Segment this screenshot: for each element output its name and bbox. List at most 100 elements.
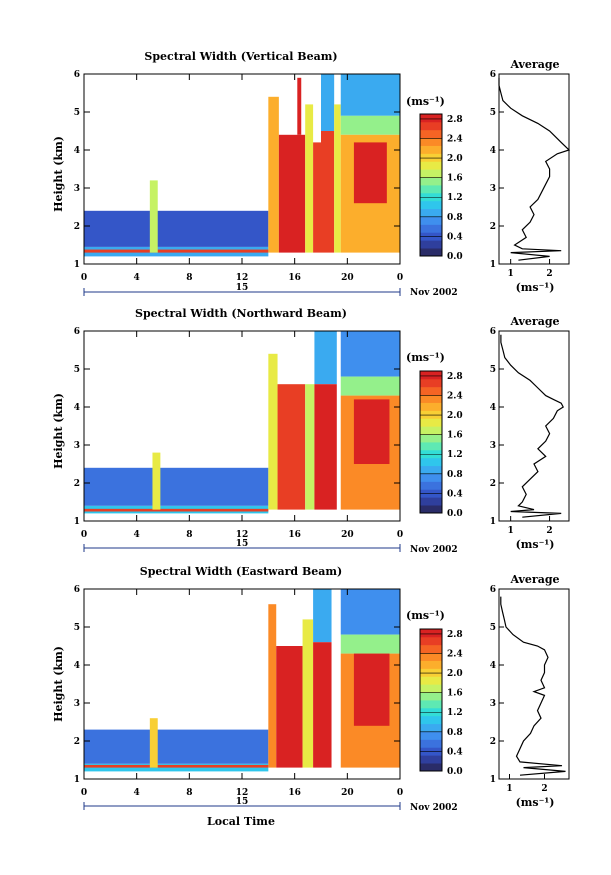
y-ticks: 1 2 3 4 5 6: [74, 585, 400, 785]
colorbar-segment: [420, 755, 442, 764]
colorbar-tick-label: 1.6: [447, 174, 463, 184]
colorbar-segment: [420, 410, 442, 419]
panel-title: Spectral Width (Eastward Beam): [140, 565, 342, 578]
colorbar-segment: [420, 402, 442, 411]
heat-cell: [268, 604, 277, 768]
x-axis-label: Local Time: [207, 815, 275, 828]
colorbar-tick-label: 0.0: [447, 767, 463, 777]
y-tick-label: 1: [74, 517, 80, 527]
colorbar-segment: [420, 481, 442, 490]
colorbar-tick-label: 0.4: [447, 232, 463, 242]
colorbar-segment: [420, 208, 442, 217]
average-x-tick-label: 1: [508, 269, 514, 279]
colorbar-segment: [420, 660, 442, 669]
average-y-tick-label: 6: [490, 327, 496, 337]
colorbar-tick-label: 0.0: [447, 252, 463, 262]
colorbar-segment: [420, 668, 442, 677]
colorbar-tick-label: 2.8: [447, 115, 463, 125]
heat-cell: [340, 589, 400, 635]
y-tick-label: 5: [74, 108, 80, 118]
average-profile: 1 2 3 4 5 6 1 2: [490, 327, 564, 536]
y-axis-label: Height (km): [52, 646, 65, 722]
heat-cell: [297, 77, 302, 135]
colorbar-segment: [420, 378, 442, 388]
colorbar-segment: [420, 200, 442, 210]
colorbar-segment: [420, 224, 442, 233]
heat-cell: [313, 142, 321, 253]
y-tick-label: 5: [74, 623, 80, 633]
heat-cell: [353, 653, 390, 726]
colorbar-segment: [420, 652, 442, 661]
colorbar-segment: [420, 394, 442, 403]
colorbar-segment: [420, 129, 442, 139]
heat-cell: [340, 115, 400, 135]
average-y-tick-label: 5: [490, 108, 496, 118]
colorbar-tick-label: 2.0: [447, 669, 463, 679]
average-y-tick-label: 2: [490, 479, 496, 489]
average-y-tick-label: 1: [490, 260, 496, 270]
average-y-tick-label: 1: [490, 517, 496, 527]
average-x-tick-label: 2: [546, 269, 552, 279]
x-tick-label: 12: [236, 788, 249, 798]
colorbar-segment: [420, 121, 442, 131]
colorbar-segment: [420, 248, 442, 257]
y-tick-label: 4: [74, 146, 80, 156]
panel-title: Spectral Width (Northward Beam): [135, 307, 347, 320]
x-tick-label: 0: [81, 273, 87, 283]
heatmap: [84, 74, 400, 257]
x-tick-label: 4: [134, 530, 140, 540]
heat-cell: [152, 452, 161, 510]
date-bar: 15 Nov 2002: [83, 283, 458, 298]
heat-cell: [84, 467, 269, 506]
y-tick-label: 6: [74, 327, 80, 337]
colorbar-segment: [420, 465, 442, 474]
colorbar-tick-label: 0.4: [447, 489, 463, 499]
y-axis-label: Height (km): [52, 136, 65, 212]
x-tick-label: 8: [186, 788, 192, 798]
heat-cell: [340, 74, 400, 116]
colorbar-label: (ms⁻¹): [406, 351, 445, 364]
average-frame: [498, 73, 570, 265]
x-tick-label: 0: [397, 788, 403, 798]
colorbar-segment: [420, 763, 442, 772]
average-x-tick-label: 1: [508, 526, 514, 536]
y-tick-label: 6: [74, 585, 80, 595]
x-ticks: 0 4 8 12 16 20 0: [81, 74, 403, 283]
heat-cell: [353, 142, 387, 204]
x-ticks: 0 4 8 12 16 20 0: [81, 589, 403, 798]
x-tick-label: 4: [134, 788, 140, 798]
x-tick-label: 0: [397, 530, 403, 540]
x-tick-label: 20: [341, 273, 354, 283]
average-x-tick-label: 1: [506, 784, 512, 794]
average-title: Average: [509, 315, 559, 328]
heat-cell: [149, 180, 158, 253]
colorbar-segment: [420, 644, 442, 654]
date-bar: 15 Nov 2002: [83, 539, 458, 555]
y-tick-label: 1: [74, 775, 80, 785]
y-tick-label: 5: [74, 365, 80, 375]
y-tick-label: 6: [74, 70, 80, 80]
average-y-tick-label: 3: [490, 441, 496, 451]
average-line: [500, 334, 564, 518]
x-tick-label: 12: [236, 530, 249, 540]
date-bar: 15 Nov 2002: [83, 797, 458, 813]
colorbar-segment: [420, 434, 442, 443]
colorbar-segment: [420, 442, 442, 451]
heat-cell: [268, 353, 278, 510]
colorbar-segment: [420, 731, 442, 740]
y-tick-label: 2: [74, 222, 80, 232]
panel-northward-beam: Spectral Width (Northward Beam) Height (…: [52, 307, 570, 555]
heat-cell: [334, 104, 341, 253]
colorbar-tick-label: 2.4: [447, 391, 463, 401]
colorbar-segment: [420, 739, 442, 748]
average-x-label: (ms⁻¹): [516, 538, 555, 551]
colorbar-segment: [420, 137, 442, 146]
heat-cell: [84, 210, 269, 247]
average-profile: 1 2 3 4 5 6 1 2: [490, 585, 566, 794]
average-y-tick-label: 5: [490, 623, 496, 633]
heat-cell: [313, 642, 332, 768]
panel-title: Spectral Width (Vertical Beam): [144, 50, 337, 63]
x-tick-label: 16: [288, 788, 301, 798]
colorbar-segment: [420, 185, 442, 194]
colorbar-segment: [420, 505, 442, 514]
